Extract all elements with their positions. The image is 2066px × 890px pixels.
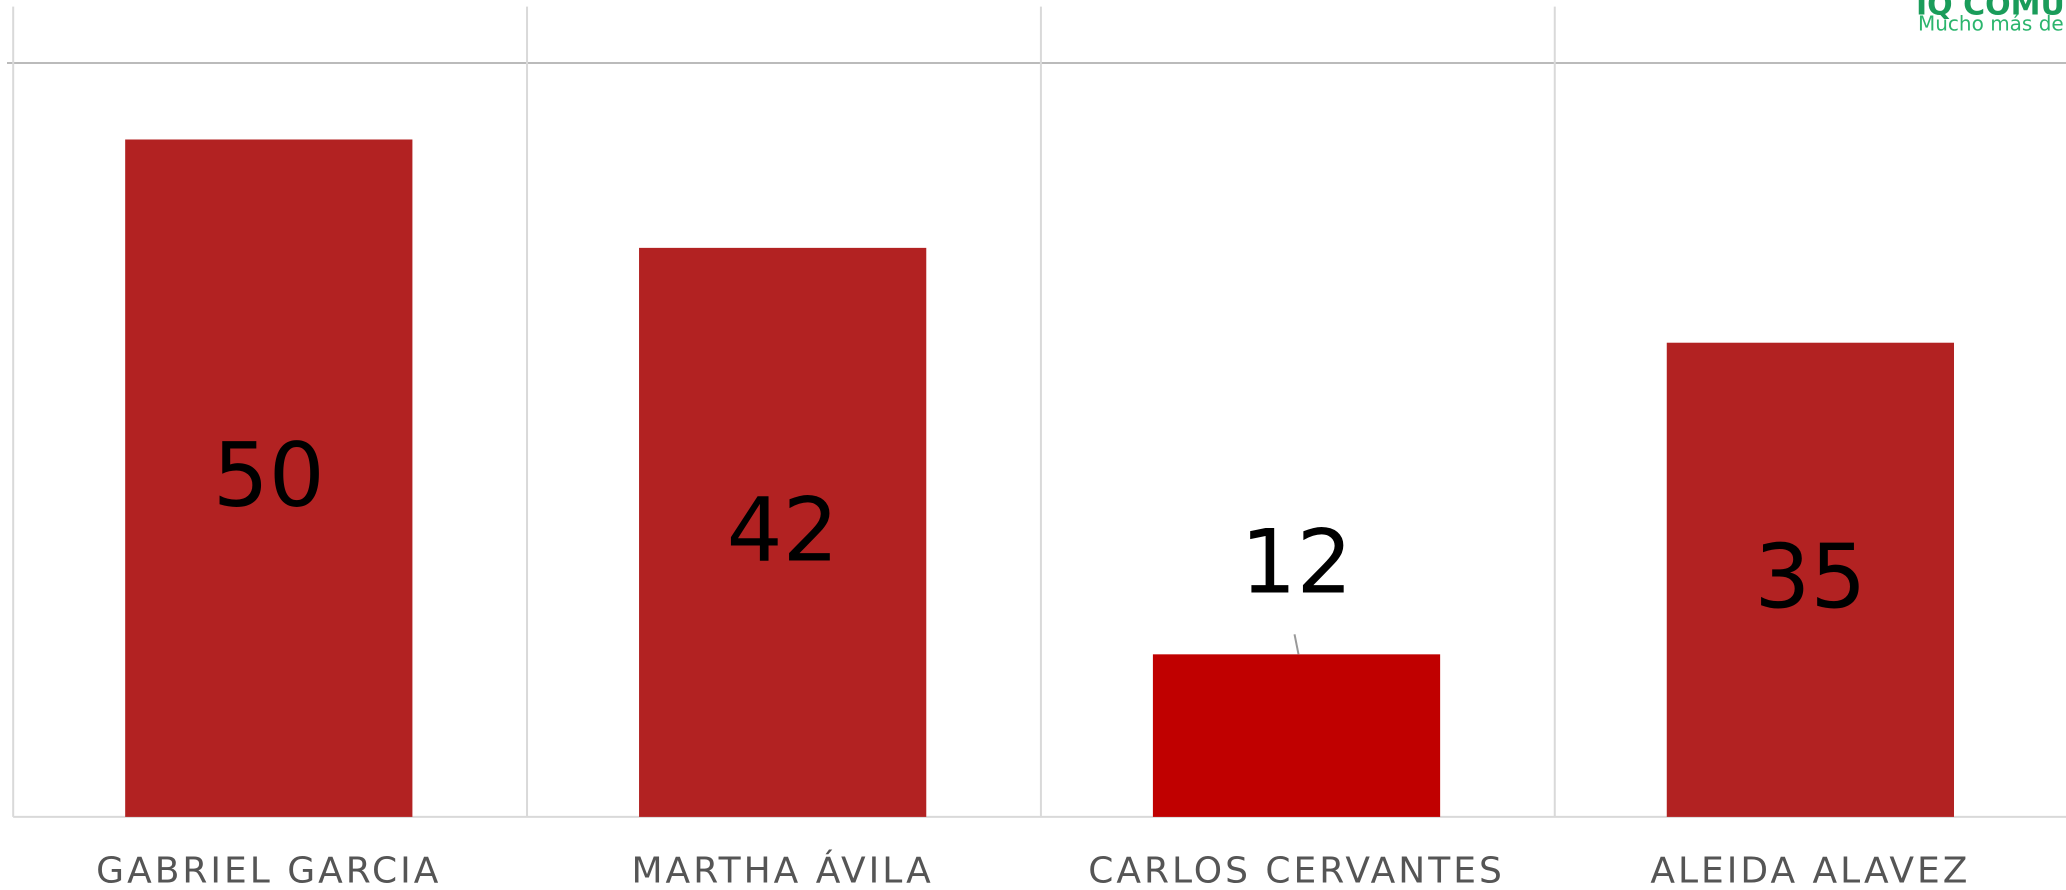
x-tick-label: ALEIDA ALAVEZ <box>1650 850 1970 890</box>
data-label: 12 <box>1241 510 1353 613</box>
bar <box>639 247 927 817</box>
data-label: 35 <box>1754 526 1866 629</box>
x-tick-label: GABRIEL GARCIA <box>96 850 441 890</box>
bar <box>1666 342 1955 817</box>
logo-title: IQ COMUN <box>1916 0 2066 23</box>
x-tick-label: MARTHA ÁVILA <box>632 849 934 890</box>
leader-line <box>1293 634 1300 655</box>
bar <box>1152 654 1441 817</box>
data-label: 50 <box>213 424 325 527</box>
bar <box>125 139 413 817</box>
x-tick-label: CARLOS CERVANTES <box>1088 850 1505 890</box>
logo-subtitle: Mucho más de lo <box>1918 12 2066 36</box>
data-label: 42 <box>727 478 839 581</box>
